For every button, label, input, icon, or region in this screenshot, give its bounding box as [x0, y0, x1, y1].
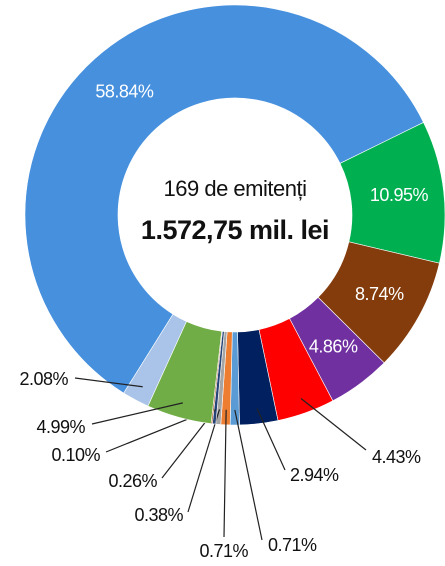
slice-label: 0.38%	[134, 505, 183, 525]
slice-label: 0.71%	[199, 541, 248, 561]
leader-line	[256, 408, 286, 471]
slice-label: 2.08%	[19, 369, 68, 389]
slice-label: 4.86%	[309, 336, 358, 356]
slice-label: 58.84%	[95, 81, 154, 101]
leader-line	[187, 409, 221, 513]
leader-line	[74, 377, 143, 388]
slice	[24, 4, 424, 394]
leader-line	[234, 409, 263, 541]
slice-label: 4.43%	[372, 447, 421, 467]
leader-line	[223, 409, 227, 538]
slice-label: 4.99%	[36, 417, 85, 437]
center-line-2: 1.572,75 mil. lei	[141, 215, 329, 245]
slice-label: 2.94%	[290, 465, 339, 485]
slice-label: 0.71%	[268, 535, 317, 555]
leader-line	[300, 398, 367, 451]
slice-label: 0.26%	[108, 471, 157, 491]
center-line-1: 169 de emitenți	[164, 176, 307, 201]
slice-label: 10.95%	[370, 185, 429, 205]
leader-line	[91, 402, 183, 425]
slice	[123, 313, 187, 407]
slice-label: 8.74%	[355, 284, 404, 304]
slice-label: 0.10%	[51, 445, 100, 465]
